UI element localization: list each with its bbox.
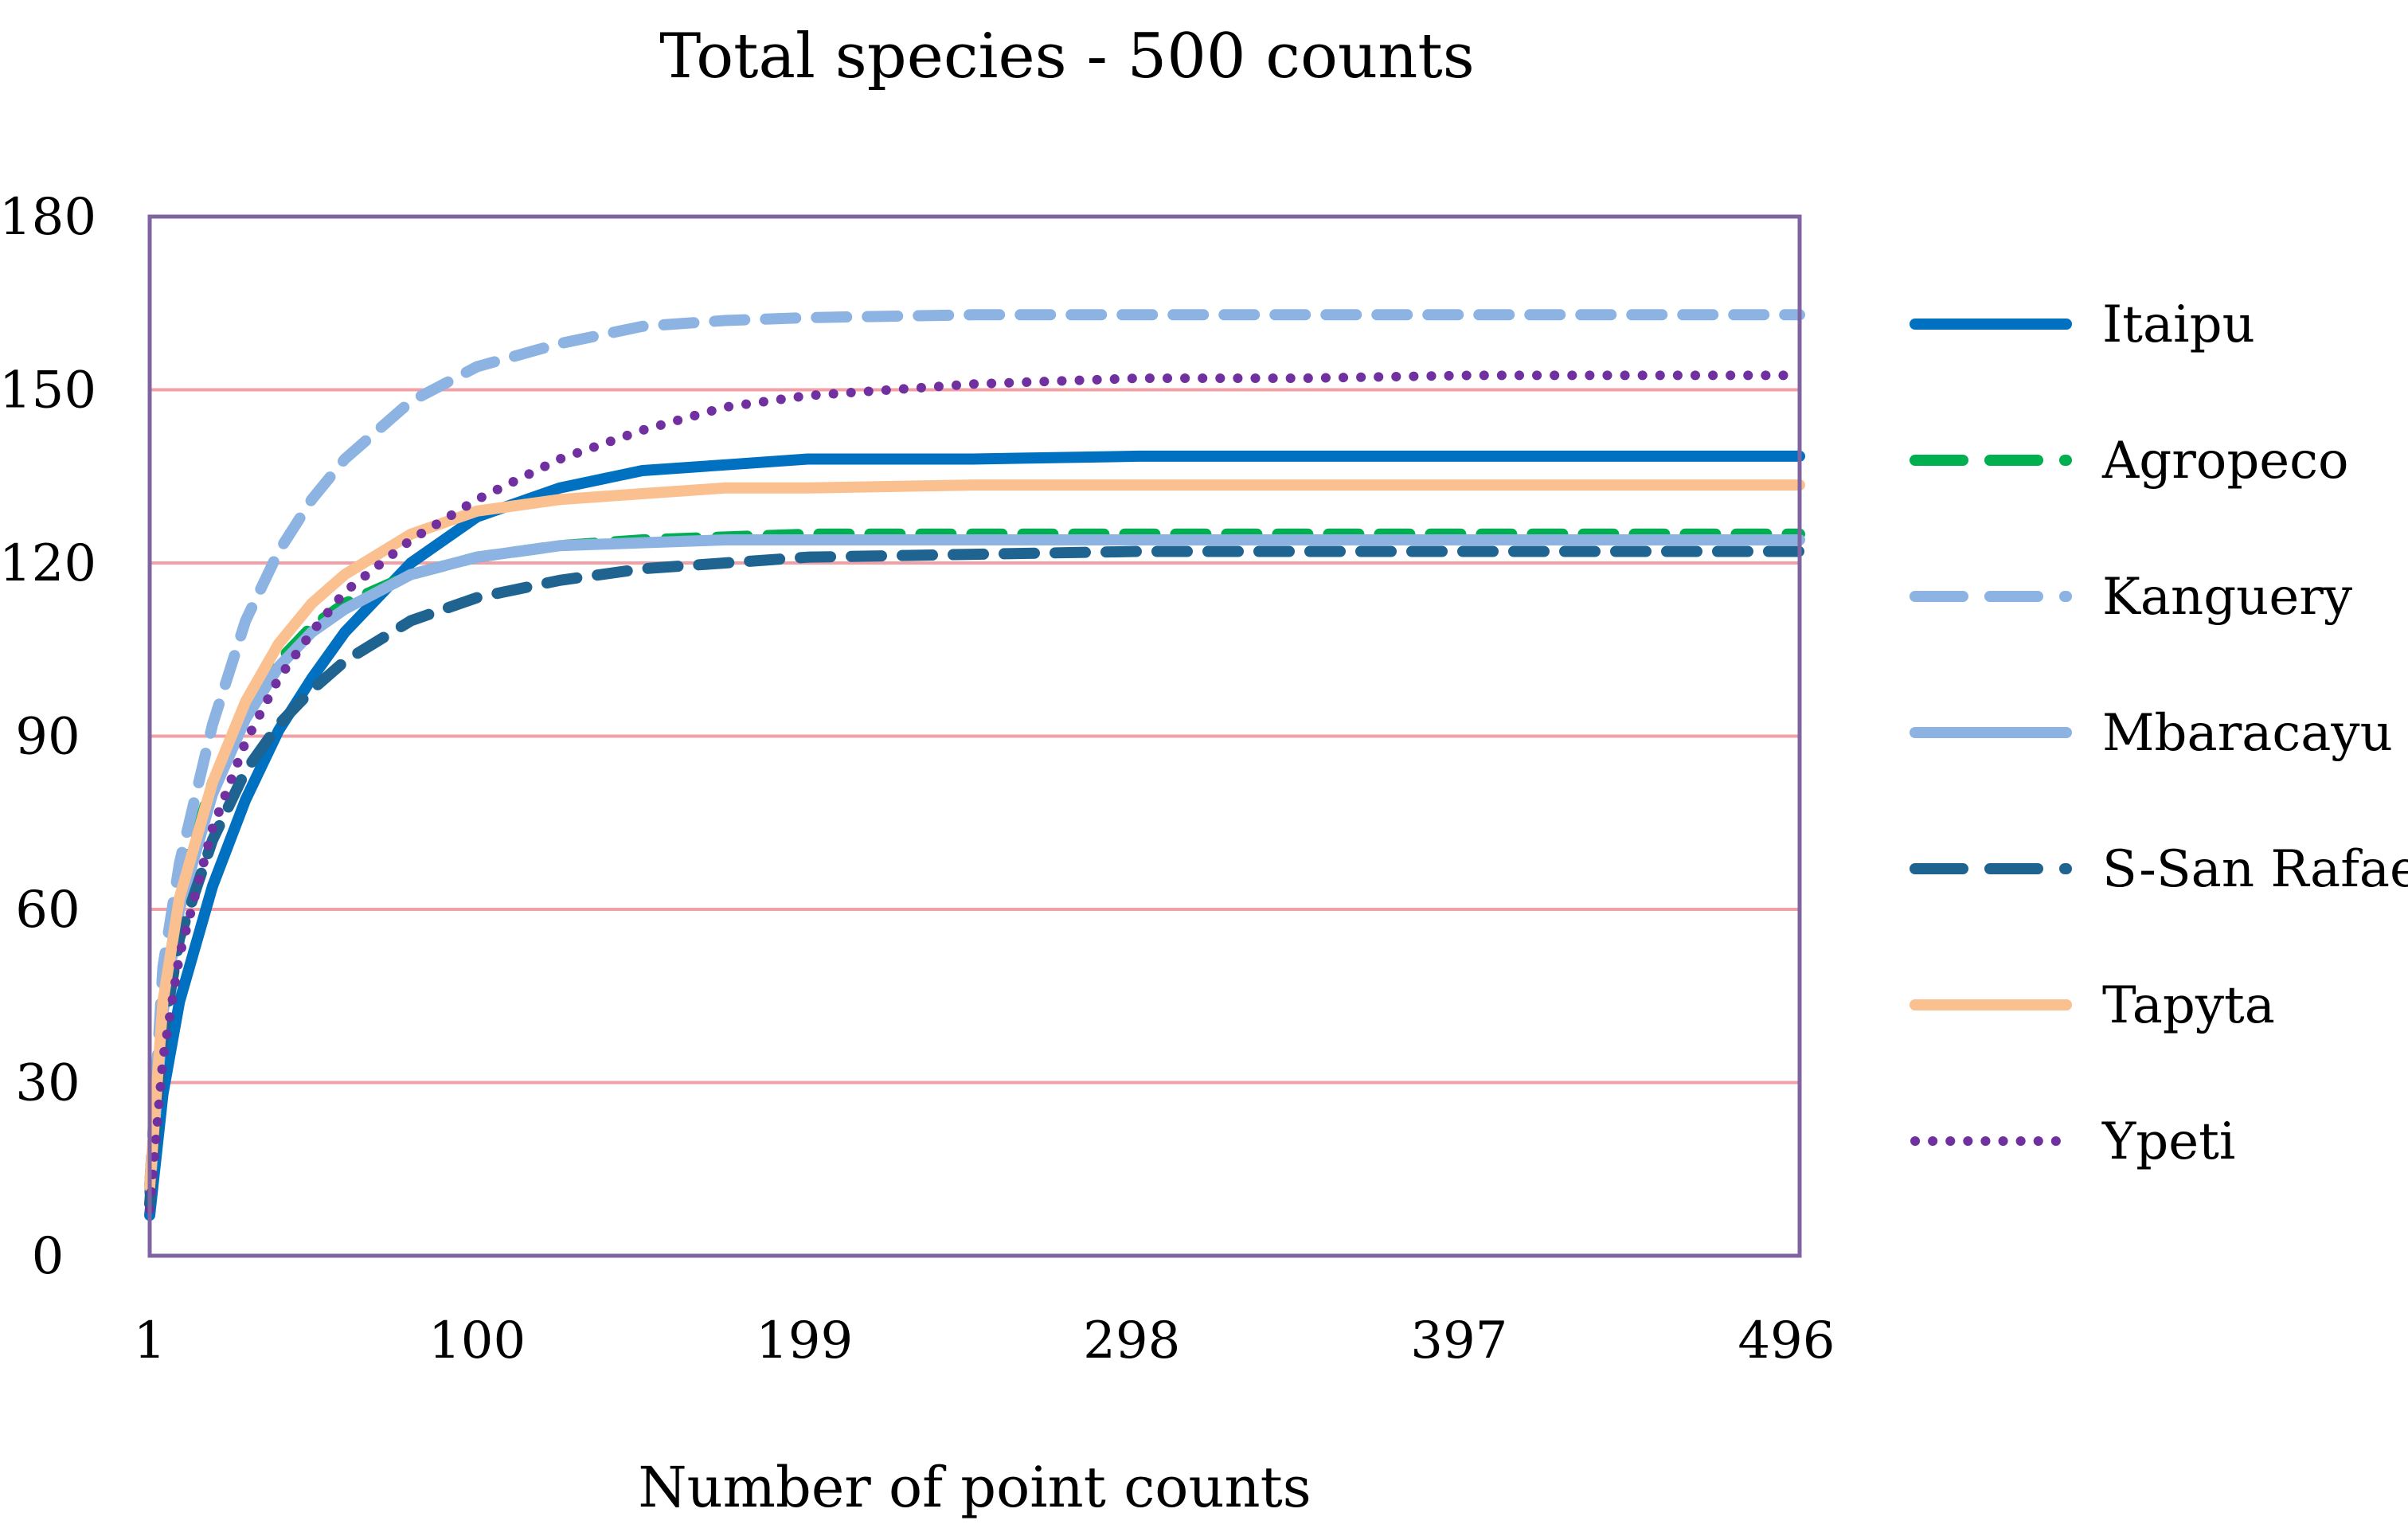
- series-lines: [144, 309, 1805, 1221]
- y-tick-label: 60: [15, 881, 80, 940]
- x-axis-label: Number of point counts: [638, 1455, 1311, 1520]
- legend-label: Tapyta: [2102, 976, 2275, 1035]
- x-tick-label: 298: [1083, 1311, 1180, 1370]
- y-axis-ticks: 0 30 60 90 120 150 180: [0, 188, 96, 1286]
- legend-label: Ypeti: [2101, 1112, 2235, 1171]
- x-tick-label: 199: [756, 1311, 853, 1370]
- legend-label: Agropeco: [2101, 432, 2349, 491]
- chart-title: Total species - 500 counts: [659, 21, 1475, 92]
- y-tick-label: 90: [15, 708, 80, 767]
- y-tick-label: 150: [0, 362, 96, 420]
- x-tick-label: 1: [134, 1311, 166, 1370]
- series-line-s-san-rafael: [144, 545, 1805, 1210]
- legend-label: Mbaracayu: [2102, 704, 2393, 763]
- legend: Itaipu Agropeco Kanguery Mbaracayu S-San Raf…: [1910, 295, 2408, 1171]
- x-tick-label: 100: [428, 1311, 526, 1370]
- x-axis-ticks: 1 100 199 298 397 496: [134, 1311, 1835, 1370]
- x-tick-label: 496: [1738, 1311, 1835, 1370]
- legend-label: S-San Rafael: [2102, 840, 2408, 899]
- y-tick-label: 0: [32, 1227, 64, 1286]
- x-tick-label: 397: [1410, 1311, 1507, 1370]
- plot-border: [147, 214, 1802, 1258]
- y-tick-label: 30: [15, 1054, 80, 1113]
- series-line-kanguery: [144, 309, 1805, 1192]
- y-tick-label: 120: [0, 534, 96, 593]
- series-line-ypeti: [145, 370, 1804, 1214]
- legend-label: Itaipu: [2102, 295, 2255, 354]
- legend-label: Kanguery: [2102, 568, 2352, 627]
- series-line-tapyta: [144, 479, 1805, 1192]
- y-tick-label: 180: [0, 188, 96, 247]
- gridlines: [150, 388, 1800, 1085]
